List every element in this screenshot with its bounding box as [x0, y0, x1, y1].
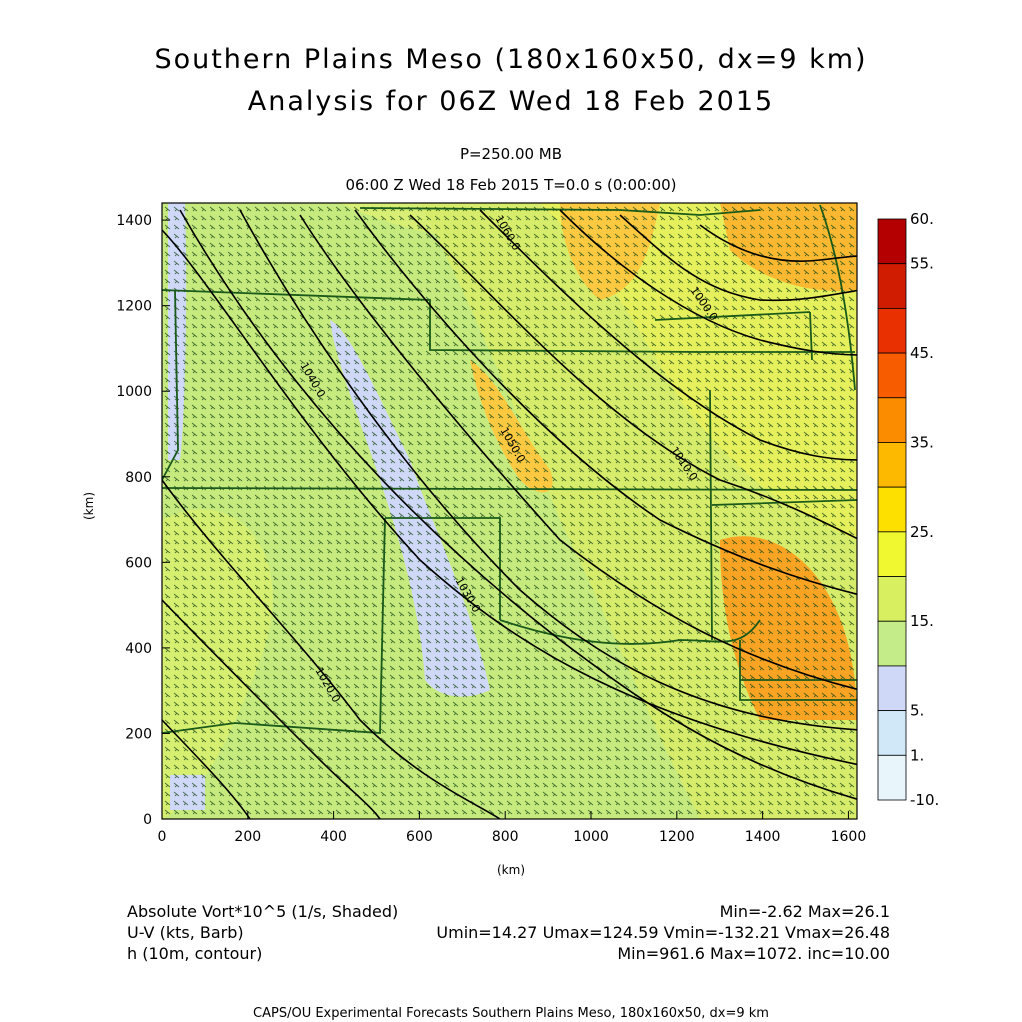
- credit-line: CAPS/OU Experimental Forecasts Southern …: [253, 1006, 769, 1021]
- field-height-name: h (10m, contour): [127, 944, 263, 963]
- colorbar-label: 1.: [910, 746, 924, 764]
- x-tick-label: 1000: [573, 829, 609, 845]
- field-height-stats: Min=961.6 Max=1072. inc=10.00: [617, 944, 890, 963]
- contour-11: [162, 479, 501, 819]
- y-tick-label: 400: [125, 641, 152, 657]
- border-red-river: [499, 619, 761, 645]
- colorbar-swatch: [877, 531, 907, 577]
- x-tick-label: 800: [492, 829, 519, 845]
- colorbar-swatch: [877, 263, 907, 309]
- contour-4: [299, 214, 857, 691]
- y-tick-label: 600: [125, 555, 152, 571]
- colorbar: 60. 55. 45. 35. 25. 15. 5. 1. -10.: [877, 210, 939, 809]
- colorbar-label: -10.: [910, 791, 939, 809]
- shading-lavender-west: [168, 203, 187, 460]
- contour-6: [409, 214, 857, 540]
- colorbar-swatch: [877, 307, 907, 354]
- shading-lavender-southwest: [170, 775, 205, 810]
- field-wind-stats: Umin=14.27 Umax=124.59 Vmin=-132.21 Vmax…: [436, 923, 890, 942]
- shading-orange-northeast: [720, 203, 857, 291]
- valid-time: 06:00 Z Wed 18 Feb 2015 T=0.0 s (0:00:00…: [345, 176, 677, 194]
- x-tick-label: 1200: [659, 829, 695, 845]
- contour-3: [239, 209, 857, 731]
- axis-ticks: 0 200 400 600 800 1000 1200 1400 1600 0 200 400 600 8…: [116, 213, 866, 845]
- shading-light-west: [162, 509, 273, 819]
- contour-12: [162, 719, 251, 819]
- colorbar-swatch: [877, 486, 907, 533]
- y-tick-label: 1000: [116, 384, 152, 400]
- field-vort-name: Absolute Vort*10^5 (1/s, Shaded): [127, 902, 399, 921]
- border-southeast: [739, 640, 857, 701]
- contour-7: [479, 209, 857, 461]
- x-tick-label: 1400: [745, 829, 781, 845]
- vorticity-shading: [162, 203, 857, 819]
- border-mid: [162, 487, 857, 491]
- shading-orange-southeast: [720, 536, 857, 720]
- colorbar-swatch: [877, 576, 907, 622]
- colorbar-swatch: [877, 218, 907, 265]
- colorbar-swatch: [877, 352, 907, 399]
- y-tick-label: 200: [125, 726, 152, 742]
- x-tick-label: 200: [234, 829, 261, 845]
- field-wind-name: U-V (kts, Barb): [127, 923, 244, 942]
- contour-9: [619, 214, 857, 302]
- y-tick-label: 0: [143, 812, 152, 828]
- plot-frame: [161, 202, 858, 820]
- border-top: [359, 207, 761, 216]
- map-title: Southern Plains Meso (180x160x50, dx=9 k…: [154, 44, 868, 75]
- y-tick-label: 1400: [116, 213, 152, 229]
- border-north: [162, 289, 855, 353]
- colorbar-swatch: [877, 665, 907, 712]
- colorbar-label: 35.: [910, 433, 934, 451]
- border-west: [162, 289, 179, 481]
- colorbar-swatch: [877, 397, 907, 443]
- state-borders: [162, 204, 857, 734]
- contour-1: [179, 209, 857, 800]
- map-subtitle: Analysis for 06Z Wed 18 Feb 2015: [247, 86, 775, 117]
- y-axis-label: (km): [82, 491, 96, 520]
- x-tick-label: 400: [320, 829, 347, 845]
- border-panhandle: [385, 517, 501, 620]
- pressure-level: P=250.00 MB: [459, 145, 563, 163]
- colorbar-label: 55.: [910, 255, 934, 273]
- contour-13: [162, 599, 381, 819]
- contour-8: [559, 209, 857, 356]
- colorbar-label: 15.: [910, 612, 934, 630]
- field-vort-stats: Min=-2.62 Max=26.1: [719, 902, 890, 921]
- x-tick-label: 1600: [831, 829, 867, 845]
- y-tick-label: 800: [125, 470, 152, 486]
- border-east: [709, 389, 857, 641]
- y-tick-label: 1200: [116, 299, 152, 315]
- colorbar-swatch: [877, 710, 907, 756]
- colorbar-swatch: [877, 620, 907, 667]
- colorbar-label: 25.: [910, 523, 934, 541]
- x-axis-label: (km): [497, 863, 526, 877]
- height-contours: [162, 209, 857, 819]
- colorbar-label: 60.: [910, 210, 934, 228]
- colorbar-swatch: [877, 754, 907, 801]
- contour-5: [354, 209, 857, 596]
- contour-10: [699, 224, 857, 263]
- border-southwest: [162, 517, 386, 734]
- x-tick-label: 600: [406, 829, 433, 845]
- colorbar-label: 45.: [910, 344, 934, 362]
- contour-2: [162, 229, 857, 766]
- x-tick-label: 0: [158, 829, 167, 845]
- border-northeast: [654, 204, 856, 391]
- colorbar-swatch: [877, 442, 907, 488]
- colorbar-label: 5.: [910, 702, 924, 720]
